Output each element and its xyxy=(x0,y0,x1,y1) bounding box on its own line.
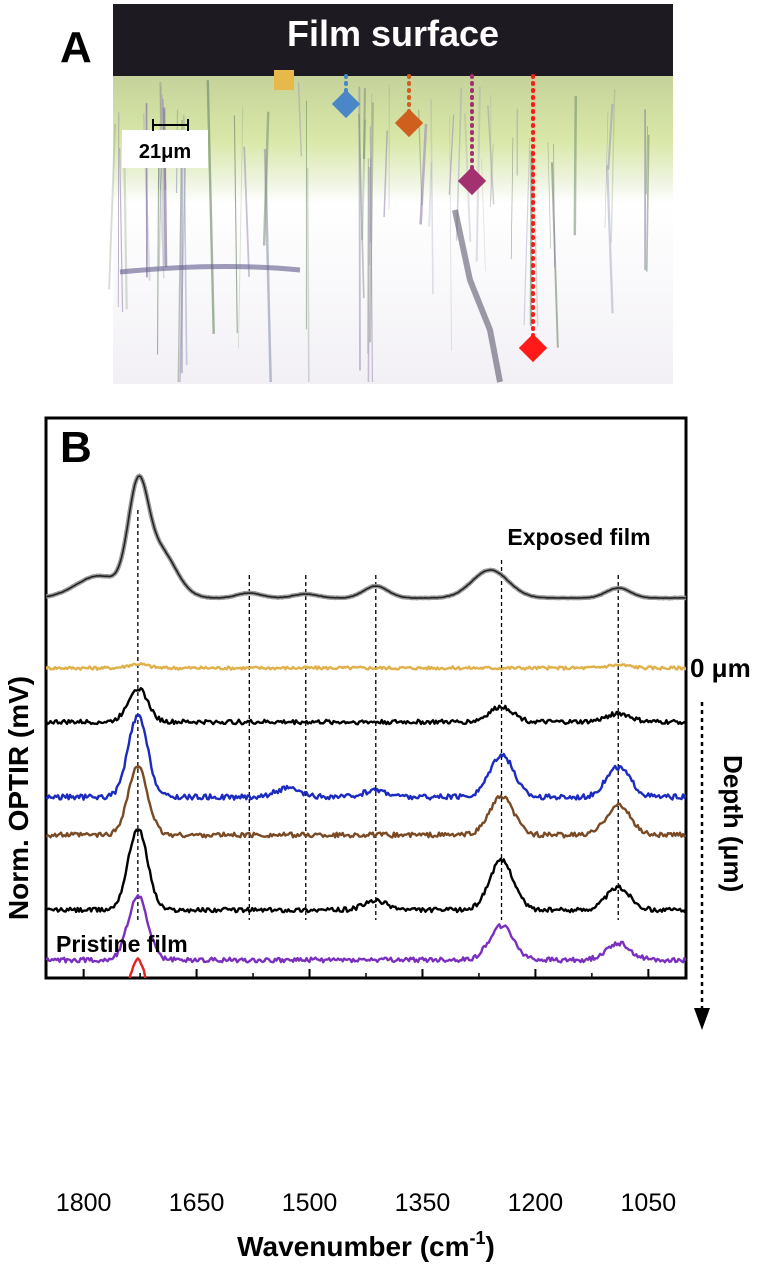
marker-0um-square xyxy=(274,70,294,90)
x-tick-label: 1500 xyxy=(282,1189,338,1217)
spectrum-line xyxy=(46,894,686,964)
x-tick-label: 1350 xyxy=(395,1189,451,1217)
zero-depth-label: 0 μm xyxy=(690,653,751,683)
x-axis-ticks: 1800 1650 1500 1350 1200 1050 xyxy=(56,969,676,1217)
depth-axis-label: Depth (μm) xyxy=(718,755,748,892)
spectrum-line xyxy=(46,687,686,726)
spectra xyxy=(46,473,686,1109)
spectrum-line xyxy=(46,662,686,671)
marker-4-diamond xyxy=(518,333,548,363)
x-tick-label: 1800 xyxy=(56,1189,112,1217)
scale-bar: 21μm xyxy=(122,119,208,168)
exposed-film-label: Exposed film xyxy=(507,524,650,550)
y-axis-label: Norm. OPTIR (mV) xyxy=(3,676,34,920)
panel-a-label: A xyxy=(60,23,92,72)
micrograph: Film surface 21μm xyxy=(108,4,673,384)
spectrum-line xyxy=(46,475,686,599)
depth-arrow xyxy=(694,702,710,1030)
spectrum-halo xyxy=(46,1041,686,1109)
plot-frame xyxy=(44,416,688,980)
spectrum-line xyxy=(46,714,686,801)
scale-bar-label: 21μm xyxy=(139,141,191,163)
pristine-film-label: Pristine film xyxy=(56,931,188,957)
spectrum-line xyxy=(46,1041,686,1109)
x-tick-label: 1050 xyxy=(621,1189,677,1217)
film-surface-banner xyxy=(113,4,673,76)
spectrum-line xyxy=(46,828,686,914)
film-surface-label: Film surface xyxy=(287,13,499,54)
x-tick-label: 1200 xyxy=(508,1189,564,1217)
x-axis-label: Wavenumber (cm-1) xyxy=(237,1228,495,1262)
x-tick-label: 1650 xyxy=(169,1189,225,1217)
spectrum-line xyxy=(46,765,686,839)
panel-b-label: B xyxy=(60,423,92,472)
